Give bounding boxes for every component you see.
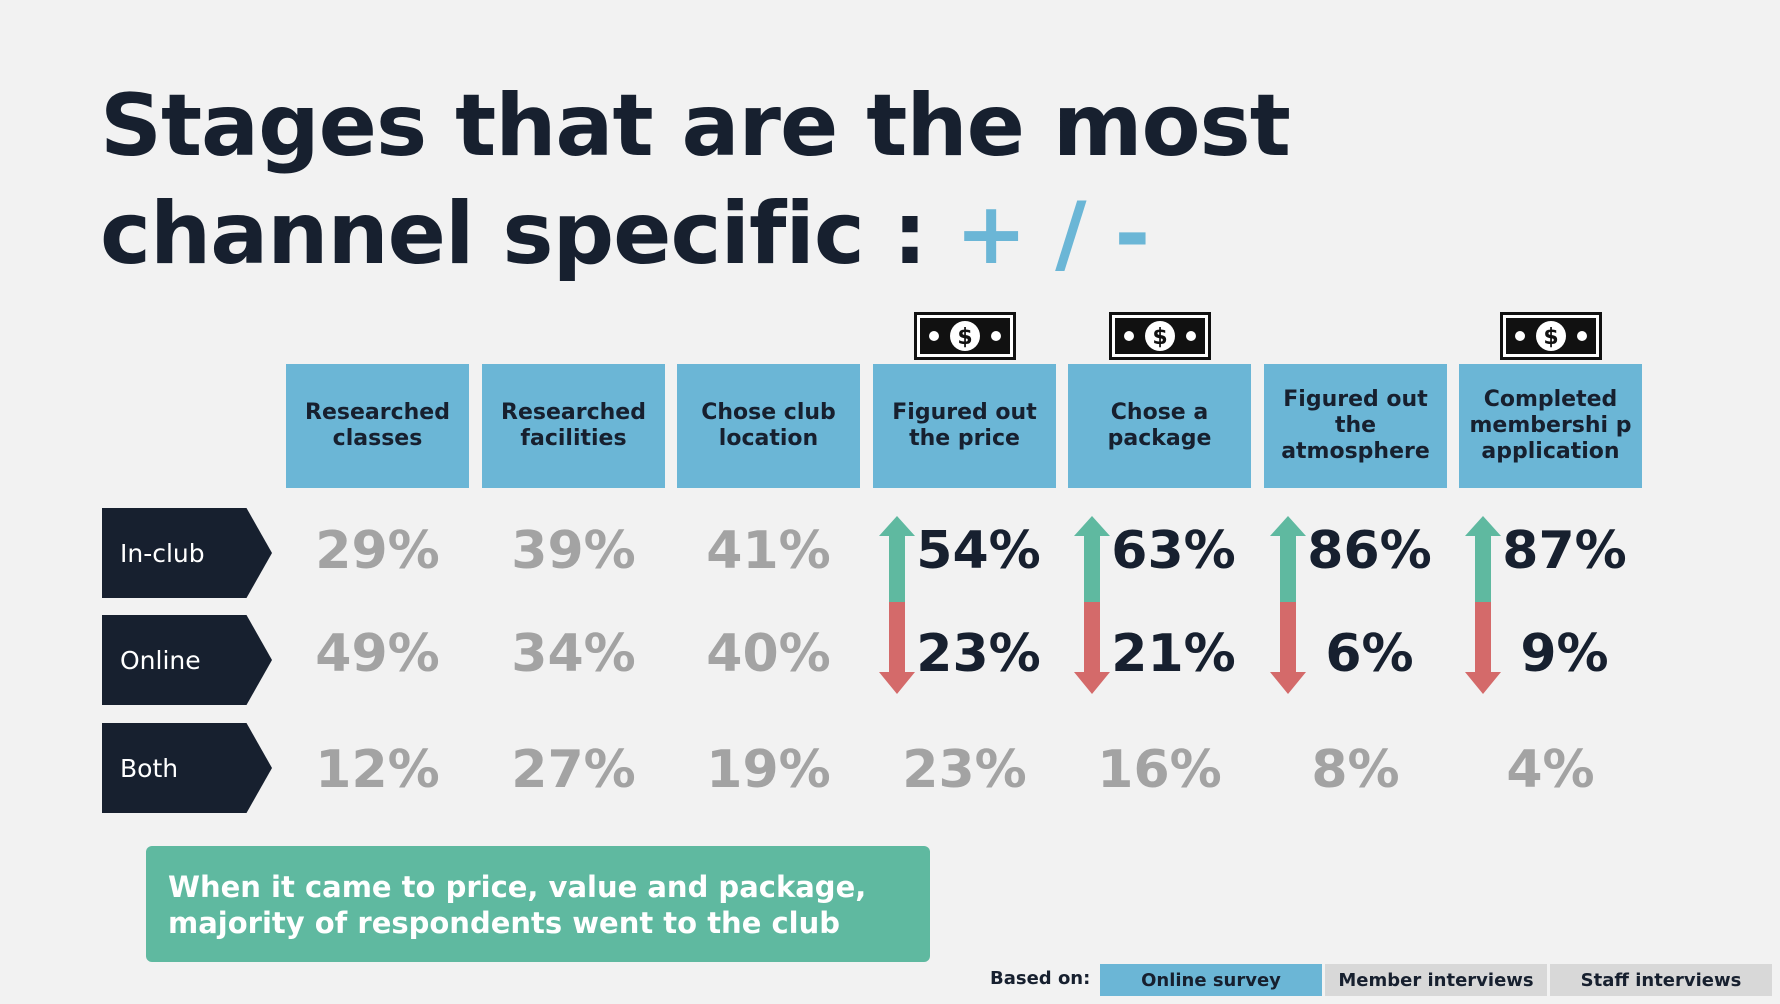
value-online-figured-out-the-price: 23%: [916, 624, 1041, 684]
page-title: Stages that are the most channel specifi…: [100, 72, 1500, 288]
column-header-chose-club-location: Chose club location: [677, 364, 860, 488]
up-down-arrow-icon: [1270, 516, 1306, 694]
value-both-chose-club-location: 19%: [706, 740, 831, 800]
source-tag-staff-interviews: Staff interviews: [1550, 964, 1772, 996]
source-tag-member-interviews: Member interviews: [1325, 964, 1547, 996]
svg-text:$: $: [957, 325, 972, 350]
up-down-arrow-icon: [1074, 516, 1110, 694]
column-header-researched-classes: Researched classes: [286, 364, 469, 488]
value-both-researched-classes: 12%: [315, 740, 440, 800]
insight-callout: When it came to price, value and package…: [146, 846, 930, 962]
column-header-researched-facilities: Researched facilities: [482, 364, 665, 488]
title-accent: + / -: [955, 184, 1150, 284]
column-header-figured-out-the-atmosphere: Figured out the atmosphere: [1264, 364, 1447, 488]
value-in-club-researched-classes: 29%: [315, 521, 440, 581]
money-bill-icon: $: [913, 312, 1016, 360]
value-in-club-completed-membershi-p-application: 87%: [1502, 521, 1627, 581]
value-in-club-chose-a-package: 63%: [1111, 521, 1236, 581]
title-line-2-text: channel specific :: [100, 184, 956, 284]
value-both-chose-a-package: 16%: [1097, 740, 1222, 800]
value-online-researched-facilities: 34%: [511, 624, 636, 684]
up-down-arrow-icon: [879, 516, 915, 694]
row-label-online: Online: [102, 615, 272, 705]
value-both-researched-facilities: 27%: [511, 740, 636, 800]
source-tag-online-survey: Online survey: [1100, 964, 1322, 996]
value-both-figured-out-the-price: 23%: [902, 740, 1027, 800]
row-label-both: Both: [102, 723, 272, 813]
value-both-completed-membershi-p-application: 4%: [1506, 740, 1595, 800]
value-online-figured-out-the-atmosphere: 6%: [1325, 624, 1414, 684]
callout-text: When it came to price, value and package…: [168, 870, 867, 940]
svg-text:$: $: [1152, 325, 1167, 350]
value-online-completed-membershi-p-application: 9%: [1520, 624, 1609, 684]
column-header-figured-out-the-price: Figured out the price: [873, 364, 1056, 488]
value-both-figured-out-the-atmosphere: 8%: [1311, 740, 1400, 800]
value-online-chose-a-package: 21%: [1111, 624, 1236, 684]
money-bill-icon: $: [1499, 312, 1602, 360]
money-bill-icon: $: [1108, 312, 1211, 360]
value-online-chose-club-location: 40%: [706, 624, 831, 684]
value-in-club-figured-out-the-price: 54%: [916, 521, 1041, 581]
title-line-2: channel specific : + / -: [100, 180, 1500, 288]
title-line-1: Stages that are the most: [100, 76, 1291, 176]
column-header-completed-membershi-p-application: Completed membershi p application: [1459, 364, 1642, 488]
value-in-club-chose-club-location: 41%: [706, 521, 831, 581]
column-header-chose-a-package: Chose a package: [1068, 364, 1251, 488]
based-on-label: Based on:: [990, 968, 1091, 989]
value-online-researched-classes: 49%: [315, 624, 440, 684]
up-down-arrow-icon: [1465, 516, 1501, 694]
svg-text:$: $: [1543, 325, 1558, 350]
value-in-club-researched-facilities: 39%: [511, 521, 636, 581]
value-in-club-figured-out-the-atmosphere: 86%: [1307, 521, 1432, 581]
row-label-in-club: In-club: [102, 508, 272, 598]
